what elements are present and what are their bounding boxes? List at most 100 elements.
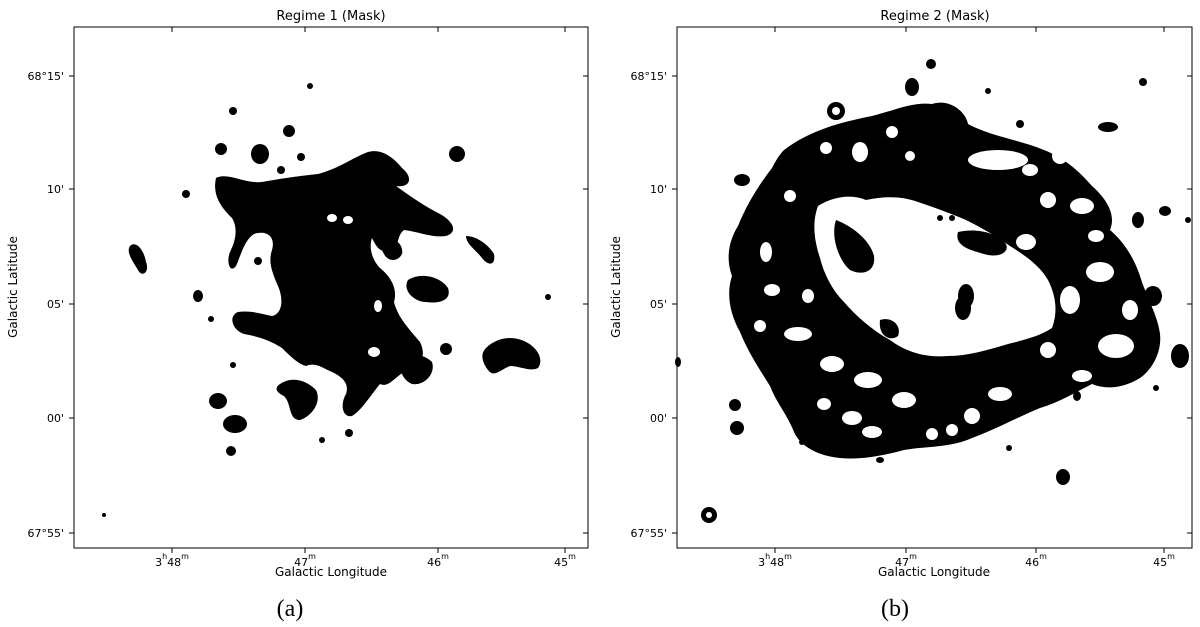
mask-hole [1016, 234, 1036, 250]
mask-hole [842, 411, 862, 425]
mask-clump [208, 316, 214, 322]
mask-hole [1086, 262, 1114, 282]
panel-b-ylabel: Galactic Latitude [609, 236, 623, 338]
panel-a-ylabel: Galactic Latitude [6, 236, 20, 338]
mask-clump [926, 59, 936, 69]
mask-clump [229, 107, 237, 115]
panel-a-xlabel: Galactic Longitude [275, 565, 387, 579]
mask-clump [449, 146, 465, 162]
mask-hole [760, 242, 772, 262]
mask-hole [374, 300, 382, 312]
panel-a-frame [73, 26, 589, 549]
mask-clump [985, 88, 991, 94]
mask-clump [276, 379, 318, 420]
panel-b-ytick: 10' [650, 183, 667, 196]
mask-clump [937, 215, 943, 221]
mask-region-main [215, 151, 454, 417]
panel-b-ytick: 05' [650, 298, 667, 311]
panel-a-xtick: 46m [427, 552, 449, 569]
mask-clump [406, 275, 449, 303]
panel-b-ticks [672, 27, 1192, 553]
mask-clump [545, 294, 551, 300]
panel-b-ytick: 00' [650, 412, 667, 425]
panel-a-ytick: 05' [47, 298, 64, 311]
panel-a-ytick: 67°55' [27, 527, 64, 540]
mask-hole [343, 216, 353, 224]
panel-b-ytick: 67°55' [630, 527, 667, 540]
mask-clump [193, 290, 203, 302]
mask-hole [784, 327, 812, 341]
mask-hole [946, 424, 958, 436]
mask-clump [102, 513, 106, 517]
mask-clump [1016, 120, 1024, 128]
mask-clump [128, 244, 148, 274]
mask-clump [283, 125, 295, 137]
mask-clump [1185, 217, 1191, 223]
panel-b-frame [676, 26, 1193, 549]
mask-hole [1098, 334, 1134, 358]
mask-hole [1122, 300, 1138, 320]
mask-clump [1139, 78, 1147, 86]
mask-hole [854, 372, 882, 388]
mask-hole [1040, 342, 1056, 358]
mask-hole [1060, 286, 1080, 314]
panel-a-mask [102, 83, 551, 517]
panel-a: Regime 1 (Mask) [6, 9, 589, 622]
mask-clump [729, 399, 741, 411]
mask-clump [957, 230, 1007, 256]
mask-hole [820, 356, 844, 372]
mask-hole [802, 289, 814, 303]
mask-hole [892, 392, 916, 408]
mask-clump [297, 153, 305, 161]
mask-hole [968, 150, 1028, 170]
mask-clump [482, 338, 541, 374]
mask-hole [817, 398, 831, 410]
mask-clump [949, 215, 955, 221]
mask-hole [926, 428, 938, 440]
mask-hole [706, 512, 712, 518]
mask-hole [886, 126, 898, 138]
mask-hole [764, 284, 780, 296]
panel-a-ticks [69, 27, 588, 553]
mask-clump [734, 174, 750, 186]
mask-clump [1006, 445, 1012, 451]
panel-b: Regime 2 (Mask) [609, 9, 1193, 622]
mask-clump [319, 437, 325, 443]
mask-hole [327, 214, 337, 222]
mask-hole [1040, 192, 1056, 208]
mask-clump [730, 421, 744, 435]
mask-clump [879, 319, 899, 339]
mask-clump [1171, 344, 1189, 368]
mask-hole [368, 347, 380, 357]
mask-hole [754, 320, 766, 332]
panel-b-xtick: 3h48m [758, 552, 792, 569]
mask-clump [230, 362, 236, 368]
mask-clump [251, 144, 269, 164]
mask-hole [1088, 230, 1104, 242]
panel-a-ytick: 10' [47, 183, 64, 196]
mask-clump [277, 166, 285, 174]
mask-clump [1073, 391, 1081, 401]
panel-b-xtick: 45m [1153, 552, 1175, 569]
mask-clump [675, 357, 681, 367]
panel-a-caption: (a) [277, 596, 304, 622]
panel-a-ytick: 00' [47, 412, 64, 425]
mask-clump [209, 393, 227, 409]
mask-clump [1159, 206, 1171, 216]
panel-b-mask [675, 59, 1191, 523]
mask-clump [876, 457, 884, 463]
mask-clump [1098, 122, 1118, 132]
mask-clump [834, 220, 875, 273]
panel-b-caption: (b) [881, 596, 909, 622]
mask-hole [1070, 198, 1094, 214]
panel-a-title: Regime 1 (Mask) [276, 9, 385, 24]
mask-clump [400, 354, 433, 385]
mask-clump [440, 343, 452, 355]
mask-clump [1144, 286, 1162, 306]
mask-clump [799, 439, 805, 445]
mask-hole [820, 142, 832, 154]
mask-clump [215, 143, 227, 155]
panel-b-xtick: 46m [1025, 552, 1047, 569]
mask-hole [784, 190, 796, 202]
